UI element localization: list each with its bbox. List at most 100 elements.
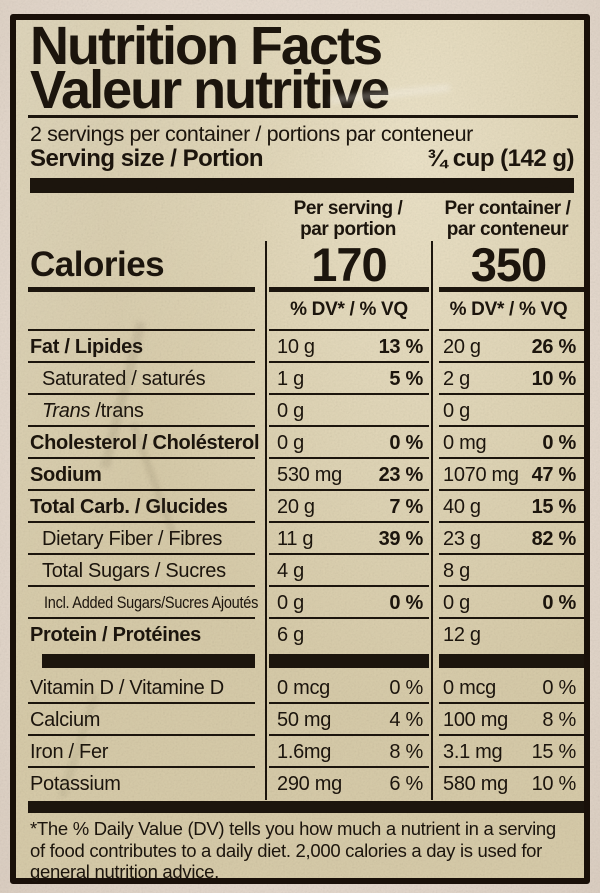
separator-segment (431, 651, 584, 672)
nutrition-facts-panel: Nutrition Facts Valeur nutritive 2 servi… (10, 14, 590, 884)
per-container-cell: 20 g 26 % (431, 331, 584, 363)
nutrient-row: Protein / Protéines 6 g 12 g (16, 619, 584, 651)
nutrient-name: Total Sugars / Sucres (42, 559, 226, 582)
nutrient-name-cell: Dietary Fiber / Fibres (16, 523, 265, 555)
amount-per-container: 12 g (443, 623, 481, 646)
nutrient-row: Iron / Fer 1.6mg 8 % 3.1 mg 15 % (16, 736, 584, 768)
per-container-cell: 580 mg 10 % (431, 768, 584, 800)
thick-separator-middle (16, 651, 584, 672)
percent-dv-per-container: 15 % (531, 740, 577, 763)
amount-per-container: 2 g (443, 367, 470, 390)
percent-dv-per-serving: 0 % (389, 431, 423, 454)
per-serving-cell: 4 g (265, 555, 431, 587)
amount-per-serving: 0 mcg (277, 676, 330, 699)
per-serving-cell: 0 g 0 % (265, 427, 431, 459)
per-container-cell: 0 g 0 % (431, 587, 584, 619)
percent-dv-per-container: 15 % (531, 495, 577, 518)
nutrient-row: Dietary Fiber / Fibres 11 g 39 % 23 g 82… (16, 523, 584, 555)
percent-dv-per-container: 0 % (542, 431, 576, 454)
nutrient-row: Total Sugars / Sucres 4 g 8 g (16, 555, 584, 587)
percent-dv-per-serving: 0 % (389, 676, 423, 699)
thick-separator-bottom (28, 801, 584, 813)
percent-dv-per-serving: 7 % (389, 495, 423, 518)
per-serving-cell: 10 g 13 % (265, 331, 431, 363)
percent-dv-per-serving: 39 % (378, 527, 424, 550)
percent-dv-per-container: 82 % (531, 527, 577, 550)
nutrient-name-cell: Calcium (16, 704, 265, 736)
percent-dv-per-serving: 4 % (389, 708, 423, 731)
amount-per-serving: 20 g (277, 495, 315, 518)
per-serving-cell: 6 g (265, 619, 431, 651)
per-serving-cell: 20 g 7 % (265, 491, 431, 523)
per-container-cell: 3.1 mg 15 % (431, 736, 584, 768)
nutrient-name: Incl. Added Sugars/Sucres Ajoutés (44, 593, 259, 612)
servings-per-container: 2 servings per container / portions par … (30, 122, 473, 146)
nutrient-name-cell: Cholesterol / Cholésterol (16, 427, 265, 459)
percent-dv-per-container: 0 % (542, 676, 576, 699)
percent-dv-per-container: 0 % (542, 591, 576, 614)
nutrient-name: Protein / Protéines (30, 623, 202, 646)
nutrient-row: Saturated / saturés 1 g 5 % 2 g 10 % (16, 363, 584, 395)
percent-dv-per-container: 10 % (531, 772, 577, 795)
amount-per-container: 580 mg (443, 772, 508, 795)
nutrient-name-cell: Total Carb. / Glucides (16, 491, 265, 523)
amount-per-container: 100 mg (443, 708, 508, 731)
amount-per-serving: 6 g (277, 623, 304, 646)
per-container-cell: 23 g 82 % (431, 523, 584, 555)
amount-per-container: 8 g (443, 559, 470, 582)
amount-per-serving: 1.6mg (277, 740, 332, 763)
per-serving-cell: 0 mcg 0 % (265, 672, 431, 704)
per-container-cell: 1070 mg 47 % (431, 459, 584, 491)
nutrient-name: Fat / Lipides (30, 335, 143, 358)
percent-dv-per-container: 26 % (531, 335, 577, 358)
column-headers-row: Per serving / par portion Per container … (16, 193, 584, 241)
amount-per-container: 0 mcg (443, 676, 496, 699)
per-container-cell: 12 g (431, 619, 584, 651)
amount-per-serving: 0 g (277, 399, 304, 422)
nutrient-name-cell: Incl. Added Sugars/Sucres Ajoutés (16, 587, 265, 619)
nutrient-row: Fat / Lipides 10 g 13 % 20 g 26 % (16, 331, 584, 363)
percent-dv-per-serving: 6 % (389, 772, 423, 795)
dv-header-spacer (16, 292, 265, 331)
calories-per-serving: 170 (265, 241, 431, 292)
percent-dv-per-container: 8 % (542, 708, 576, 731)
amount-per-container: 0 mg (443, 431, 487, 454)
amount-per-serving: 50 mg (277, 708, 332, 731)
per-container-cell: 100 mg 8 % (431, 704, 584, 736)
percent-dv-per-serving: 13 % (378, 335, 424, 358)
amount-per-serving: 1 g (277, 367, 304, 390)
per-serving-cell: 0 g (265, 395, 431, 427)
separator-segment (16, 651, 265, 672)
per-serving-cell: 530 mg 23 % (265, 459, 431, 491)
separator-segment (265, 651, 431, 672)
nutrient-name-cell: Fat / Lipides (16, 331, 265, 363)
per-container-cell: 8 g (431, 555, 584, 587)
nutrient-name: /trans (90, 399, 144, 422)
nutrient-name-cell: Vitamin D / Vitamine D (16, 672, 265, 704)
amount-per-container: 0 g (443, 591, 470, 614)
percent-dv-per-serving: 8 % (389, 740, 423, 763)
nutrient-row: Potassium 290 mg 6 % 580 mg 10 % (16, 768, 584, 800)
per-container-cell: 0 mcg 0 % (431, 672, 584, 704)
dv-header-per-container: % DV* / % VQ (431, 292, 584, 331)
nutrient-name: Calcium (30, 708, 101, 731)
micronutrients-table: Vitamin D / Vitamine D 0 mcg 0 % 0 mcg 0… (16, 672, 584, 800)
amount-per-serving: 11 g (277, 527, 314, 550)
per-container-header: Per container / par conteneur (444, 198, 571, 240)
amount-per-serving: 10 g (277, 335, 315, 358)
thick-separator-top (30, 178, 574, 193)
amount-per-serving: 290 mg (277, 772, 342, 795)
daily-value-footnote: *The % Daily Value (DV) tells you how mu… (30, 818, 556, 882)
nutrient-name-cell: Protein / Protéines (16, 619, 265, 651)
title-french: Valeur nutritive (30, 60, 390, 120)
nutrient-name-cell: Sodium (16, 459, 265, 491)
serving-size-value: ¾ cup (142 g) (427, 145, 574, 172)
nutrient-name: Sodium (30, 463, 102, 486)
calories-per-container: 350 (431, 241, 584, 292)
amount-per-container: 40 g (443, 495, 481, 518)
nutrient-row: Cholesterol / Cholésterol 0 g 0 % 0 mg 0… (16, 427, 584, 459)
per-serving-cell: 0 g 0 % (265, 587, 431, 619)
amount-per-serving: 0 g (277, 431, 304, 454)
percent-dv-per-container: 10 % (531, 367, 577, 390)
